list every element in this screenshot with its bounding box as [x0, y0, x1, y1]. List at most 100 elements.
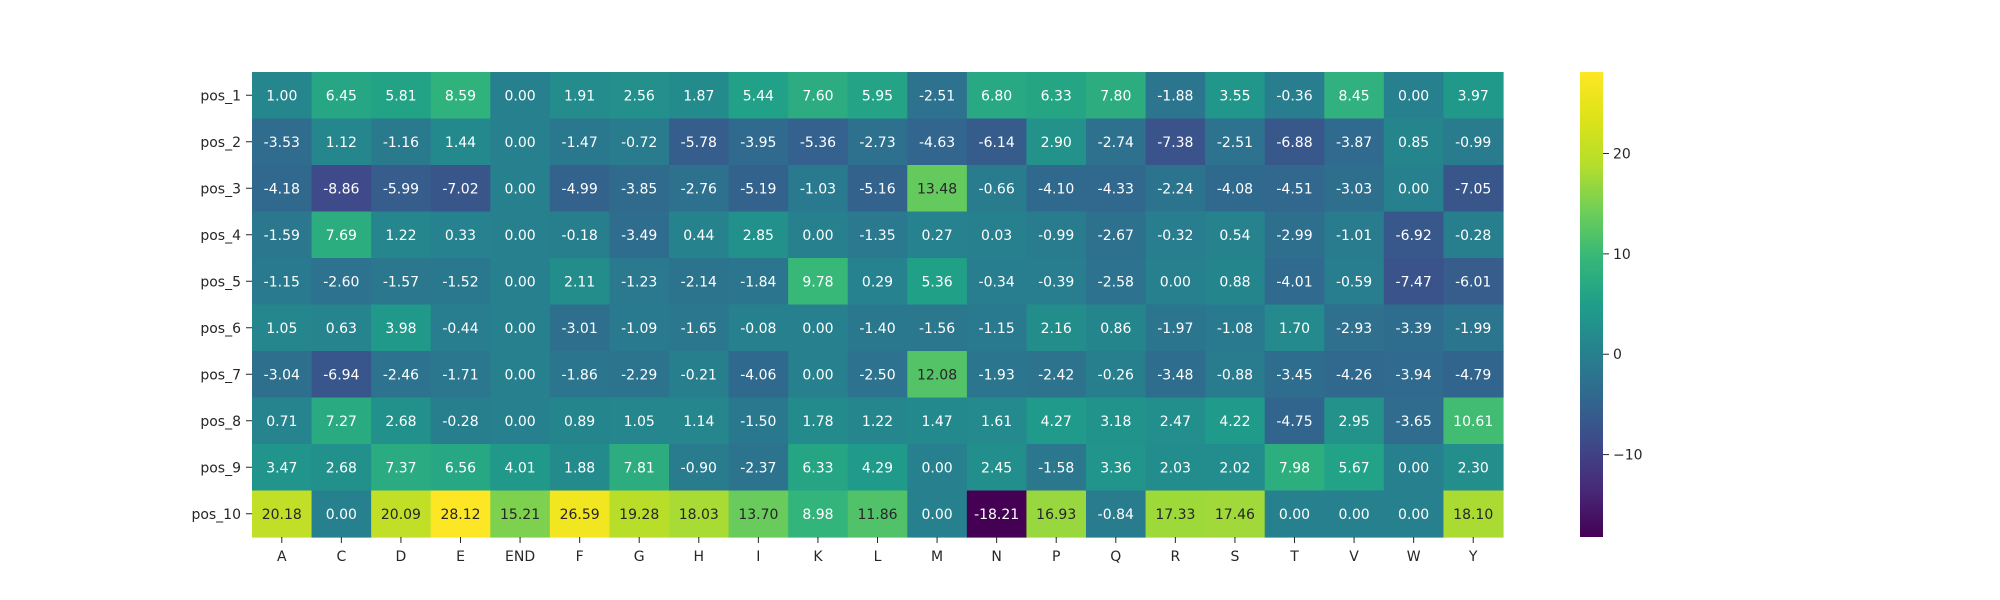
- cell-value-label: 0.00: [326, 507, 357, 523]
- heatmap-cell: [1026, 444, 1087, 492]
- heatmap-cell: [847, 304, 908, 352]
- heatmap-cell: [1086, 397, 1147, 445]
- heatmap-cell: [1086, 258, 1147, 306]
- heatmap-cell: [371, 351, 432, 399]
- cell-value-label: 2.68: [385, 414, 416, 430]
- cell-value-label: 2.68: [326, 460, 357, 476]
- cell-value-label: 5.67: [1338, 460, 1369, 476]
- cell-value-label: -4.01: [1276, 274, 1312, 290]
- heatmap-cell: [1383, 72, 1445, 120]
- cell-value-label: 18.03: [679, 507, 719, 523]
- heatmap-cell: [669, 258, 730, 306]
- heatmap-cell: [847, 165, 908, 213]
- heatmap-cell: [252, 118, 313, 166]
- heatmap-cell: [1443, 351, 1504, 399]
- heatmap-cell: [490, 490, 551, 538]
- cell-value-label: -4.26: [1336, 367, 1372, 383]
- cell-value-label: -0.28: [1455, 228, 1491, 244]
- cell-value-label: 0.00: [1279, 507, 1310, 523]
- heatmap-cell: [1205, 444, 1266, 492]
- heatmap-cell: [371, 211, 432, 259]
- heatmap-cell: [1443, 165, 1504, 213]
- cell-value-label: 26.59: [560, 507, 600, 523]
- heatmap-cell: [1026, 397, 1087, 445]
- heatmap-cell: [311, 258, 372, 306]
- heatmap-cell: [1086, 72, 1147, 120]
- heatmap-cell: [371, 72, 432, 120]
- heatmap-cell: [1145, 165, 1206, 213]
- cell-value-label: 8.98: [802, 507, 833, 523]
- heatmap-cell: [669, 72, 730, 120]
- cell-value-label: 7.81: [624, 460, 655, 476]
- heatmap-cell: [1383, 397, 1445, 445]
- cell-value-label: 1.91: [564, 88, 595, 104]
- heatmap-cell: [907, 397, 968, 445]
- cell-value-label: -0.44: [442, 321, 478, 337]
- heatmap-cell: [1443, 118, 1504, 166]
- heatmap-cell: [1264, 211, 1325, 259]
- heatmap-cell: [966, 490, 1028, 538]
- cell-value-label: -0.21: [681, 367, 717, 383]
- cell-value-label: 3.97: [1458, 88, 1489, 104]
- heatmap-cell: [371, 397, 432, 445]
- colorbar-tick-label: −10: [1613, 448, 1643, 464]
- cell-value-label: 1.14: [683, 414, 714, 430]
- cell-value-label: 0.00: [1398, 460, 1429, 476]
- x-tick-label: G: [634, 549, 645, 565]
- heatmap-cell: [430, 351, 491, 399]
- cell-value-label: 0.00: [504, 181, 535, 197]
- cell-value-label: 1.05: [266, 321, 297, 337]
- heatmap-cell: [847, 118, 908, 166]
- cell-value-label: 7.98: [1279, 460, 1310, 476]
- cell-value-label: -0.66: [979, 181, 1015, 197]
- cell-value-label: -2.99: [1276, 228, 1312, 244]
- cell-value-label: -1.52: [442, 274, 478, 290]
- cell-value-label: -0.28: [442, 414, 478, 430]
- x-tick-label: V: [1349, 549, 1359, 565]
- cell-value-label: 0.00: [802, 321, 833, 337]
- cell-value-label: 1.88: [564, 460, 595, 476]
- heatmap-cell: [847, 72, 908, 120]
- heatmap-cell: [1086, 490, 1147, 538]
- x-tick-label: T: [1289, 549, 1299, 565]
- heatmap-cell: [1026, 258, 1087, 306]
- heatmap-cell: [1264, 490, 1325, 538]
- colorbar-tick-label: 0: [1613, 347, 1622, 363]
- cell-value-label: -1.65: [681, 321, 717, 337]
- heatmap-cell: [966, 165, 1028, 213]
- cell-value-label: -7.47: [1396, 274, 1432, 290]
- heatmap-cell: [788, 490, 849, 538]
- cell-value-label: 0.00: [921, 460, 952, 476]
- cell-value-label: -1.97: [1157, 321, 1193, 337]
- heatmap-cell: [549, 351, 611, 399]
- x-tick-label: Y: [1468, 549, 1478, 565]
- cell-value-label: -2.42: [1038, 367, 1074, 383]
- heatmap-cell: [609, 72, 670, 120]
- heatmap-cell: [371, 258, 432, 306]
- heatmap-cell: [1324, 304, 1385, 352]
- x-tick-label: END: [505, 549, 535, 565]
- cell-value-label: -5.99: [383, 181, 419, 197]
- heatmap-cell: [252, 72, 313, 120]
- heatmap-cell: [1443, 397, 1504, 445]
- heatmap-cell: [609, 165, 670, 213]
- heatmap-cell: [907, 165, 968, 213]
- heatmap-cell: [966, 397, 1028, 445]
- y-tick-label: pos_1: [200, 88, 241, 104]
- heatmap-cell: [430, 444, 491, 492]
- cell-value-label: 2.16: [1041, 321, 1072, 337]
- heatmap-cell: [1443, 258, 1504, 306]
- cell-value-label: -4.79: [1455, 367, 1491, 383]
- heatmap-cell: [311, 304, 372, 352]
- heatmap-cell: [788, 165, 849, 213]
- y-tick-label: pos_6: [200, 321, 241, 337]
- cell-value-label: -8.86: [323, 181, 359, 197]
- cell-value-label: -2.73: [859, 135, 895, 151]
- heatmap-cell: [1264, 397, 1325, 445]
- x-tick-label: E: [456, 549, 465, 565]
- cell-value-label: -7.05: [1455, 181, 1491, 197]
- heatmap-cell: [311, 397, 372, 445]
- heatmap-cell: [788, 304, 849, 352]
- cell-value-label: -0.72: [621, 135, 657, 151]
- heatmap-cell: [252, 258, 313, 306]
